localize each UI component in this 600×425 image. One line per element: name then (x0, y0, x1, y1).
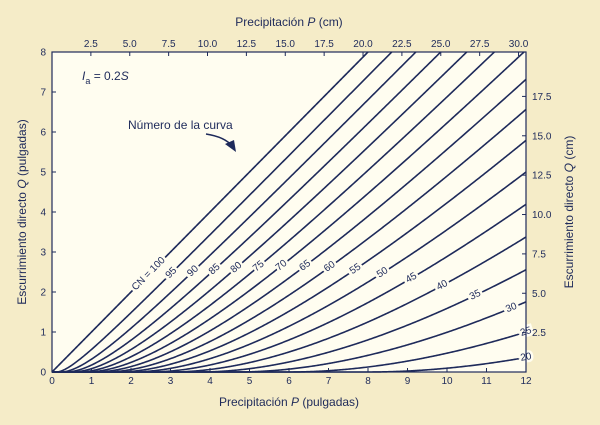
x-tick-label-top-5.0: 5.0 (123, 39, 137, 50)
x-tick-label-top-7.5: 7.5 (162, 39, 176, 50)
x-tick-label-top-20.0: 20.0 (353, 39, 373, 50)
y-tick-label-left-5: 5 (40, 168, 46, 179)
x-tick-label-bottom-8: 8 (365, 376, 371, 387)
x-tick-label-bottom-3: 3 (168, 376, 174, 387)
x-tick-label-top-25.0: 25.0 (431, 39, 451, 50)
y-tick-label-left-0: 0 (40, 368, 46, 379)
x-tick-label-bottom-4: 4 (207, 376, 213, 387)
x-tick-label-bottom-2: 2 (128, 376, 134, 387)
x-tick-label-top-10.0: 10.0 (198, 39, 218, 50)
curve-cn-95 (52, 51, 393, 373)
x-tick-label-bottom-11: 11 (481, 376, 492, 387)
y-tick-label-right-7.5: 7.5 (532, 249, 546, 260)
x-tick-label-top-15.0: 15.0 (276, 39, 296, 50)
y-tick-label-right-15.0: 15.0 (532, 131, 552, 142)
y-tick-label-right-10.0: 10.0 (532, 210, 552, 221)
y-axis-title-right: Escurrimiento directo Q (cm) (562, 136, 576, 289)
ticks-group: 0 1 2 3 4 5 6 7 8 9 10 11 122.5 5.0 7.5 10.0 12.5 15.0 17.… (40, 39, 551, 387)
x-tick-label-bottom-5: 5 (247, 376, 253, 387)
y-tick-label-right-5.0: 5.0 (532, 289, 546, 300)
y-tick-label-right-12.5: 12.5 (532, 171, 552, 182)
x-tick-label-top-12.5: 12.5 (237, 39, 257, 50)
x-tick-label-bottom-1: 1 (89, 376, 95, 387)
y-tick-label-right-17.5: 17.5 (532, 92, 552, 103)
annotation-arrow-head (225, 140, 236, 152)
curve-number-annotation: Número de la curva (128, 118, 233, 132)
x-axis-title-bottom: Precipitación P (pulgadas) (219, 395, 359, 409)
x-tick-label-bottom-12: 12 (520, 376, 532, 387)
x-tick-label-top-2.5: 2.5 (84, 39, 98, 50)
y-tick-label-left-6: 6 (40, 128, 46, 139)
y-tick-label-left-7: 7 (40, 88, 46, 99)
curve-cn-85 (52, 51, 442, 373)
x-tick-label-top-22.5: 22.5 (392, 39, 412, 50)
x-tick-label-bottom-0: 0 (49, 376, 55, 387)
x-axis-title-top: Precipitación P (cm) (235, 15, 342, 29)
annotation-arrow (205, 133, 236, 152)
curve-cn-70 (52, 51, 525, 373)
curve-cn-65 (52, 78, 527, 373)
y-tick-label-left-4: 4 (40, 208, 46, 219)
y-tick-label-right-2.5: 2.5 (532, 328, 546, 339)
curve-cn-100 (51, 51, 369, 373)
curve-cn-75 (52, 51, 495, 373)
y-tick-label-left-2: 2 (40, 288, 46, 299)
x-tick-label-top-30.0: 30.0 (509, 39, 529, 50)
curve-cn-80 (52, 51, 468, 373)
x-tick-label-bottom-9: 9 (405, 376, 411, 387)
plot-area (52, 52, 526, 372)
curve-cn-90 (52, 51, 417, 373)
x-tick-label-bottom-10: 10 (441, 376, 453, 387)
x-tick-label-bottom-6: 6 (286, 376, 292, 387)
ia-annotation: Ia = 0.2S (82, 69, 129, 86)
y-tick-label-left-8: 8 (40, 48, 46, 59)
x-tick-label-bottom-7: 7 (326, 376, 332, 387)
x-tick-label-top-17.5: 17.5 (314, 39, 334, 50)
y-axis-title-left: Escurrimiento directo Q (pulgadas) (15, 119, 29, 304)
y-tick-label-left-3: 3 (40, 248, 46, 259)
x-tick-label-top-27.5: 27.5 (470, 39, 490, 50)
y-tick-label-left-1: 1 (40, 328, 46, 339)
